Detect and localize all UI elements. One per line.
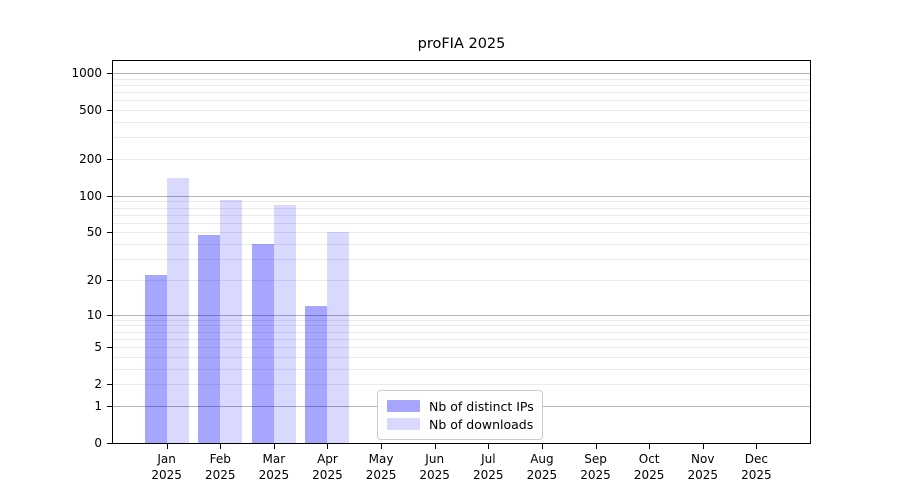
bar-downloads-apr <box>327 232 350 443</box>
x-tick-mark <box>220 444 222 449</box>
minor-gridline <box>113 347 810 349</box>
minor-gridline <box>113 207 810 209</box>
y-tick-label: 0 <box>94 436 102 450</box>
minor-gridline <box>113 259 810 261</box>
y-tick-label: 500 <box>79 103 102 118</box>
minor-gridline <box>113 244 810 246</box>
major-gridline <box>113 72 810 74</box>
legend-swatch-distinct-ips <box>387 400 420 412</box>
y-tick-mark <box>107 443 112 444</box>
x-tick-label: Sep 2025 <box>580 452 611 482</box>
minor-gridline <box>113 368 810 370</box>
x-tick-mark <box>381 444 383 449</box>
minor-gridline <box>113 325 810 327</box>
legend: Nb of distinct IPs Nb of downloads <box>377 390 543 440</box>
minor-gridline <box>113 279 810 281</box>
minor-gridline <box>113 338 810 340</box>
legend-item-downloads: Nb of downloads <box>387 415 533 433</box>
x-tick-label: Apr 2025 <box>312 452 343 482</box>
x-tick-mark <box>488 444 490 449</box>
y-tick-label: 1000 <box>71 65 102 80</box>
bar-ips-mar <box>251 244 274 443</box>
x-tick-mark <box>595 444 597 449</box>
minor-gridline <box>113 319 810 321</box>
major-gridline <box>113 195 810 197</box>
y-tick-mark <box>107 72 112 74</box>
y-tick-mark <box>107 195 112 197</box>
y-tick-mark <box>107 158 112 160</box>
x-tick-label: Jan 2025 <box>151 452 182 482</box>
y-tick-label: 2 <box>94 377 102 392</box>
x-tick-label: Nov 2025 <box>687 452 719 482</box>
x-tick-label: Aug 2025 <box>526 452 558 482</box>
minor-gridline <box>113 222 810 224</box>
bar-ips-feb <box>198 234 221 443</box>
minor-gridline <box>113 110 810 112</box>
y-tick-label: 1 <box>94 398 102 413</box>
minor-gridline <box>113 331 810 333</box>
bar-downloads-jan <box>166 177 189 443</box>
y-tick-mark <box>107 279 112 281</box>
x-tick-mark <box>756 444 758 449</box>
x-tick-label: Jun 2025 <box>419 452 450 482</box>
y-tick-mark <box>107 110 112 112</box>
x-tick-mark <box>166 444 168 449</box>
y-tick-label: 50 <box>86 225 102 240</box>
gridline-layer <box>113 61 810 443</box>
legend-label-distinct-ips: Nb of distinct IPs <box>429 398 534 414</box>
x-tick-label: Feb 2025 <box>204 452 236 482</box>
y-tick-label: 200 <box>79 151 102 166</box>
legend-swatch-downloads <box>387 418 420 430</box>
minor-gridline <box>113 214 810 216</box>
bar-ips-apr <box>305 305 328 443</box>
y-tick-mark <box>107 405 112 407</box>
minor-gridline <box>113 78 810 80</box>
major-gridline <box>113 314 810 316</box>
bar-downloads-mar <box>273 205 296 443</box>
y-tick-mark <box>107 384 112 386</box>
plot-area <box>112 60 811 444</box>
y-tick-label: 5 <box>94 340 102 355</box>
minor-gridline <box>113 137 810 139</box>
x-tick-label: Oct 2025 <box>633 452 665 482</box>
minor-gridline <box>113 384 810 386</box>
chart-title: proFIA 2025 <box>417 36 506 52</box>
y-tick-mark <box>107 347 112 349</box>
minor-gridline <box>113 84 810 86</box>
x-tick-mark <box>434 444 436 449</box>
y-tick-mark <box>107 232 112 234</box>
minor-gridline <box>113 232 810 234</box>
minor-gridline <box>113 201 810 203</box>
legend-item-distinct-ips: Nb of distinct IPs <box>387 397 534 415</box>
y-tick-label: 100 <box>79 188 102 203</box>
x-tick-label: Mar 2025 <box>258 452 290 482</box>
legend-label-downloads: Nb of downloads <box>429 416 534 432</box>
x-tick-label: May 2025 <box>365 452 397 482</box>
minor-gridline <box>113 100 810 102</box>
x-tick-mark <box>702 444 704 449</box>
bar-ips-jan <box>144 275 167 443</box>
minor-gridline <box>113 92 810 94</box>
x-tick-label: Dec 2025 <box>741 452 772 482</box>
minor-gridline <box>113 356 810 358</box>
x-tick-mark <box>273 444 275 449</box>
x-tick-mark <box>541 444 543 449</box>
x-tick-label: Jul 2025 <box>473 452 504 482</box>
x-tick-mark <box>649 444 651 449</box>
bar-downloads-feb <box>220 199 243 443</box>
minor-gridline <box>113 158 810 160</box>
y-tick-mark <box>107 314 112 316</box>
x-tick-mark <box>327 444 329 449</box>
bars-layer <box>113 61 810 443</box>
minor-gridline <box>113 121 810 123</box>
y-tick-label: 10 <box>86 307 102 322</box>
y-tick-label: 20 <box>86 272 102 287</box>
